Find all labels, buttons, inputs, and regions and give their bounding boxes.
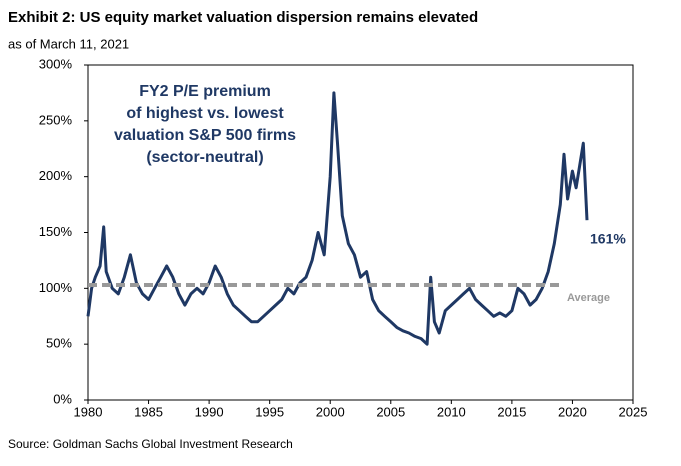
chart-subtitle: as of March 11, 2021 — [8, 36, 129, 51]
y-tick-label: 150% — [39, 224, 73, 239]
annotation: of highest vs. lowest — [126, 105, 284, 122]
y-tick-label: 50% — [46, 336, 72, 351]
annotation: (sector-neutral) — [146, 149, 263, 166]
source: Source: Goldman Sachs Global Investment … — [8, 437, 293, 451]
y-tick-label: 0% — [53, 391, 72, 406]
x-tick-label: 2020 — [558, 404, 587, 419]
x-tick-label: 1985 — [134, 404, 163, 419]
x-tick-label: 1980 — [74, 404, 103, 419]
x-tick-label: 2015 — [497, 404, 526, 419]
y-tick-label: 200% — [39, 168, 73, 183]
annotation: valuation S&P 500 firms — [114, 127, 296, 144]
x-tick-label: 2005 — [376, 404, 405, 419]
series-line — [86, 91, 589, 346]
end-label: 161% — [590, 231, 626, 247]
x-tick-label: 2025 — [619, 404, 648, 419]
y-tick-label: 100% — [39, 280, 73, 295]
chart-title: Exhibit 2: US equity market valuation di… — [8, 9, 478, 26]
x-tick-label: 2010 — [437, 404, 466, 419]
average-label: Average — [567, 292, 610, 304]
x-tick-label: 1990 — [195, 404, 224, 419]
annotation: FY2 P/E premium — [139, 83, 271, 100]
y-tick-label: 300% — [39, 56, 73, 71]
x-tick-label: 1995 — [255, 404, 284, 419]
y-tick-label: 250% — [39, 112, 73, 127]
x-tick-label: 2000 — [316, 404, 345, 419]
